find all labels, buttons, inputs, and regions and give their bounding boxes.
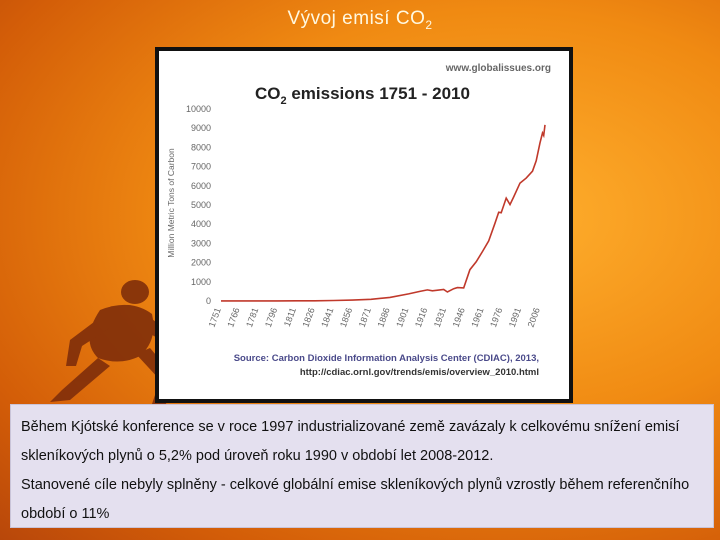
chart-frame: www.globalissues.org CO2 emissions 1751 … [155,47,573,403]
y-tick-label: 7000 [191,162,211,172]
slide-title-subscript: 2 [425,17,433,32]
text-box: Během Kjótské konference se v roce 1997 … [10,404,714,528]
y-tick-label: 4000 [191,219,211,229]
co2-emissions-chart: www.globalissues.org CO2 emissions 1751 … [166,63,551,378]
y-axis-label: Million Metric Tons of Carbon [166,148,176,258]
source-line-2: http://cdiac.ornl.gov/trends/emis/overvi… [300,367,539,378]
x-tick-label: 1781 [244,306,260,328]
watermark: www.globalissues.org [445,63,551,74]
x-tick-label: 1886 [376,306,392,328]
y-tick-label: 6000 [191,181,211,191]
x-tick-label: 1991 [507,306,523,328]
chart-title-prefix: CO [255,84,281,103]
y-tick-label: 0 [206,296,211,306]
x-tick-label: 1796 [263,306,279,328]
x-tick-label: 1766 [225,306,241,328]
y-tick-label: 8000 [191,142,211,152]
x-tick-label: 2006 [526,306,542,328]
x-tick-label: 1856 [338,306,354,328]
source-line-1: Source: Carbon Dioxide Information Analy… [234,353,539,364]
y-tick-label: 3000 [191,238,211,248]
slide-title-text: Vývoj emisí CO [287,8,426,29]
paragraph-2: Stanovené cíle nebyly splněny - celkové … [21,477,690,522]
x-tick-label: 1841 [319,306,335,328]
x-tick-label: 1961 [469,306,485,328]
chart-title-subscript: 2 [281,95,287,107]
x-tick-label: 1976 [488,306,504,328]
x-tick-label: 1826 [300,306,316,328]
x-tick-label: 1946 [451,306,467,328]
y-tick-label: 2000 [191,258,211,268]
chart-title: CO2 emissions 1751 - 2010 [255,84,470,107]
x-tick-label: 1916 [413,306,429,328]
x-tick-label: 1811 [282,306,298,328]
y-tick-label: 9000 [191,123,211,133]
y-tick-label: 10000 [186,104,211,114]
paragraph-1: Během Kjótské konference se v roce 1997 … [21,419,680,464]
x-tick-label: 1751 [207,306,223,328]
x-tick-label: 1901 [394,306,410,328]
x-tick-label: 1871 [357,306,373,328]
y-tick-label: 1000 [191,277,211,287]
x-tick-label: 1931 [432,306,448,328]
slide-title: Vývoj emisí CO2 [0,8,720,32]
y-tick-label: 5000 [191,200,211,210]
series-line [221,124,546,302]
chart-panel: www.globalissues.org CO2 emissions 1751 … [159,51,569,399]
chart-title-suffix: emissions 1751 - 2010 [287,84,470,103]
